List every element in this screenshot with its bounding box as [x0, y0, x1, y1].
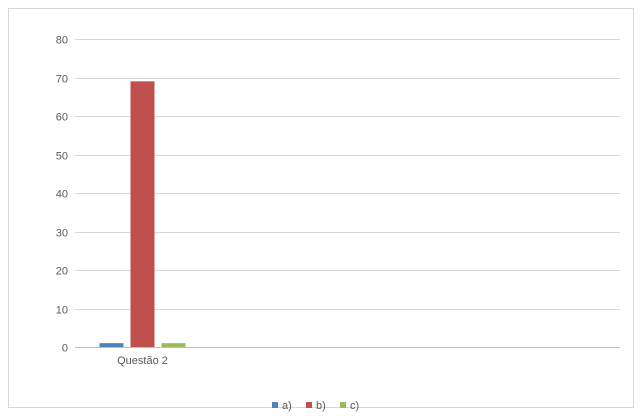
- bar-a-0: [99, 343, 124, 347]
- legend-label: a): [282, 400, 292, 412]
- x-tick-label: Questão 2: [117, 355, 168, 367]
- chart-border: [8, 8, 634, 408]
- legend: a) b) c): [272, 400, 359, 412]
- y-tick-label: 20: [56, 266, 68, 278]
- legend-swatch: [340, 402, 346, 408]
- x-axis: Questão 2: [75, 347, 620, 367]
- y-tick-label: 10: [56, 305, 68, 317]
- y-tick-label: 70: [56, 74, 68, 86]
- y-axis-ticks: 0 10 20 30 40 50 60 70 80: [56, 35, 68, 355]
- legend-swatch: [306, 402, 312, 408]
- bars: [99, 81, 186, 347]
- legend-label: b): [316, 400, 326, 412]
- y-tick-label: 40: [56, 189, 68, 201]
- legend-label: c): [350, 400, 359, 412]
- legend-swatch: [272, 402, 278, 408]
- gridlines: [75, 39, 620, 310]
- y-tick-label: 0: [62, 343, 68, 355]
- y-tick-label: 50: [56, 151, 68, 163]
- y-tick-label: 60: [56, 112, 68, 124]
- bar-c-0: [161, 343, 186, 347]
- bar-b-0: [130, 81, 155, 347]
- y-tick-label: 80: [56, 35, 68, 47]
- y-tick-label: 30: [56, 228, 68, 240]
